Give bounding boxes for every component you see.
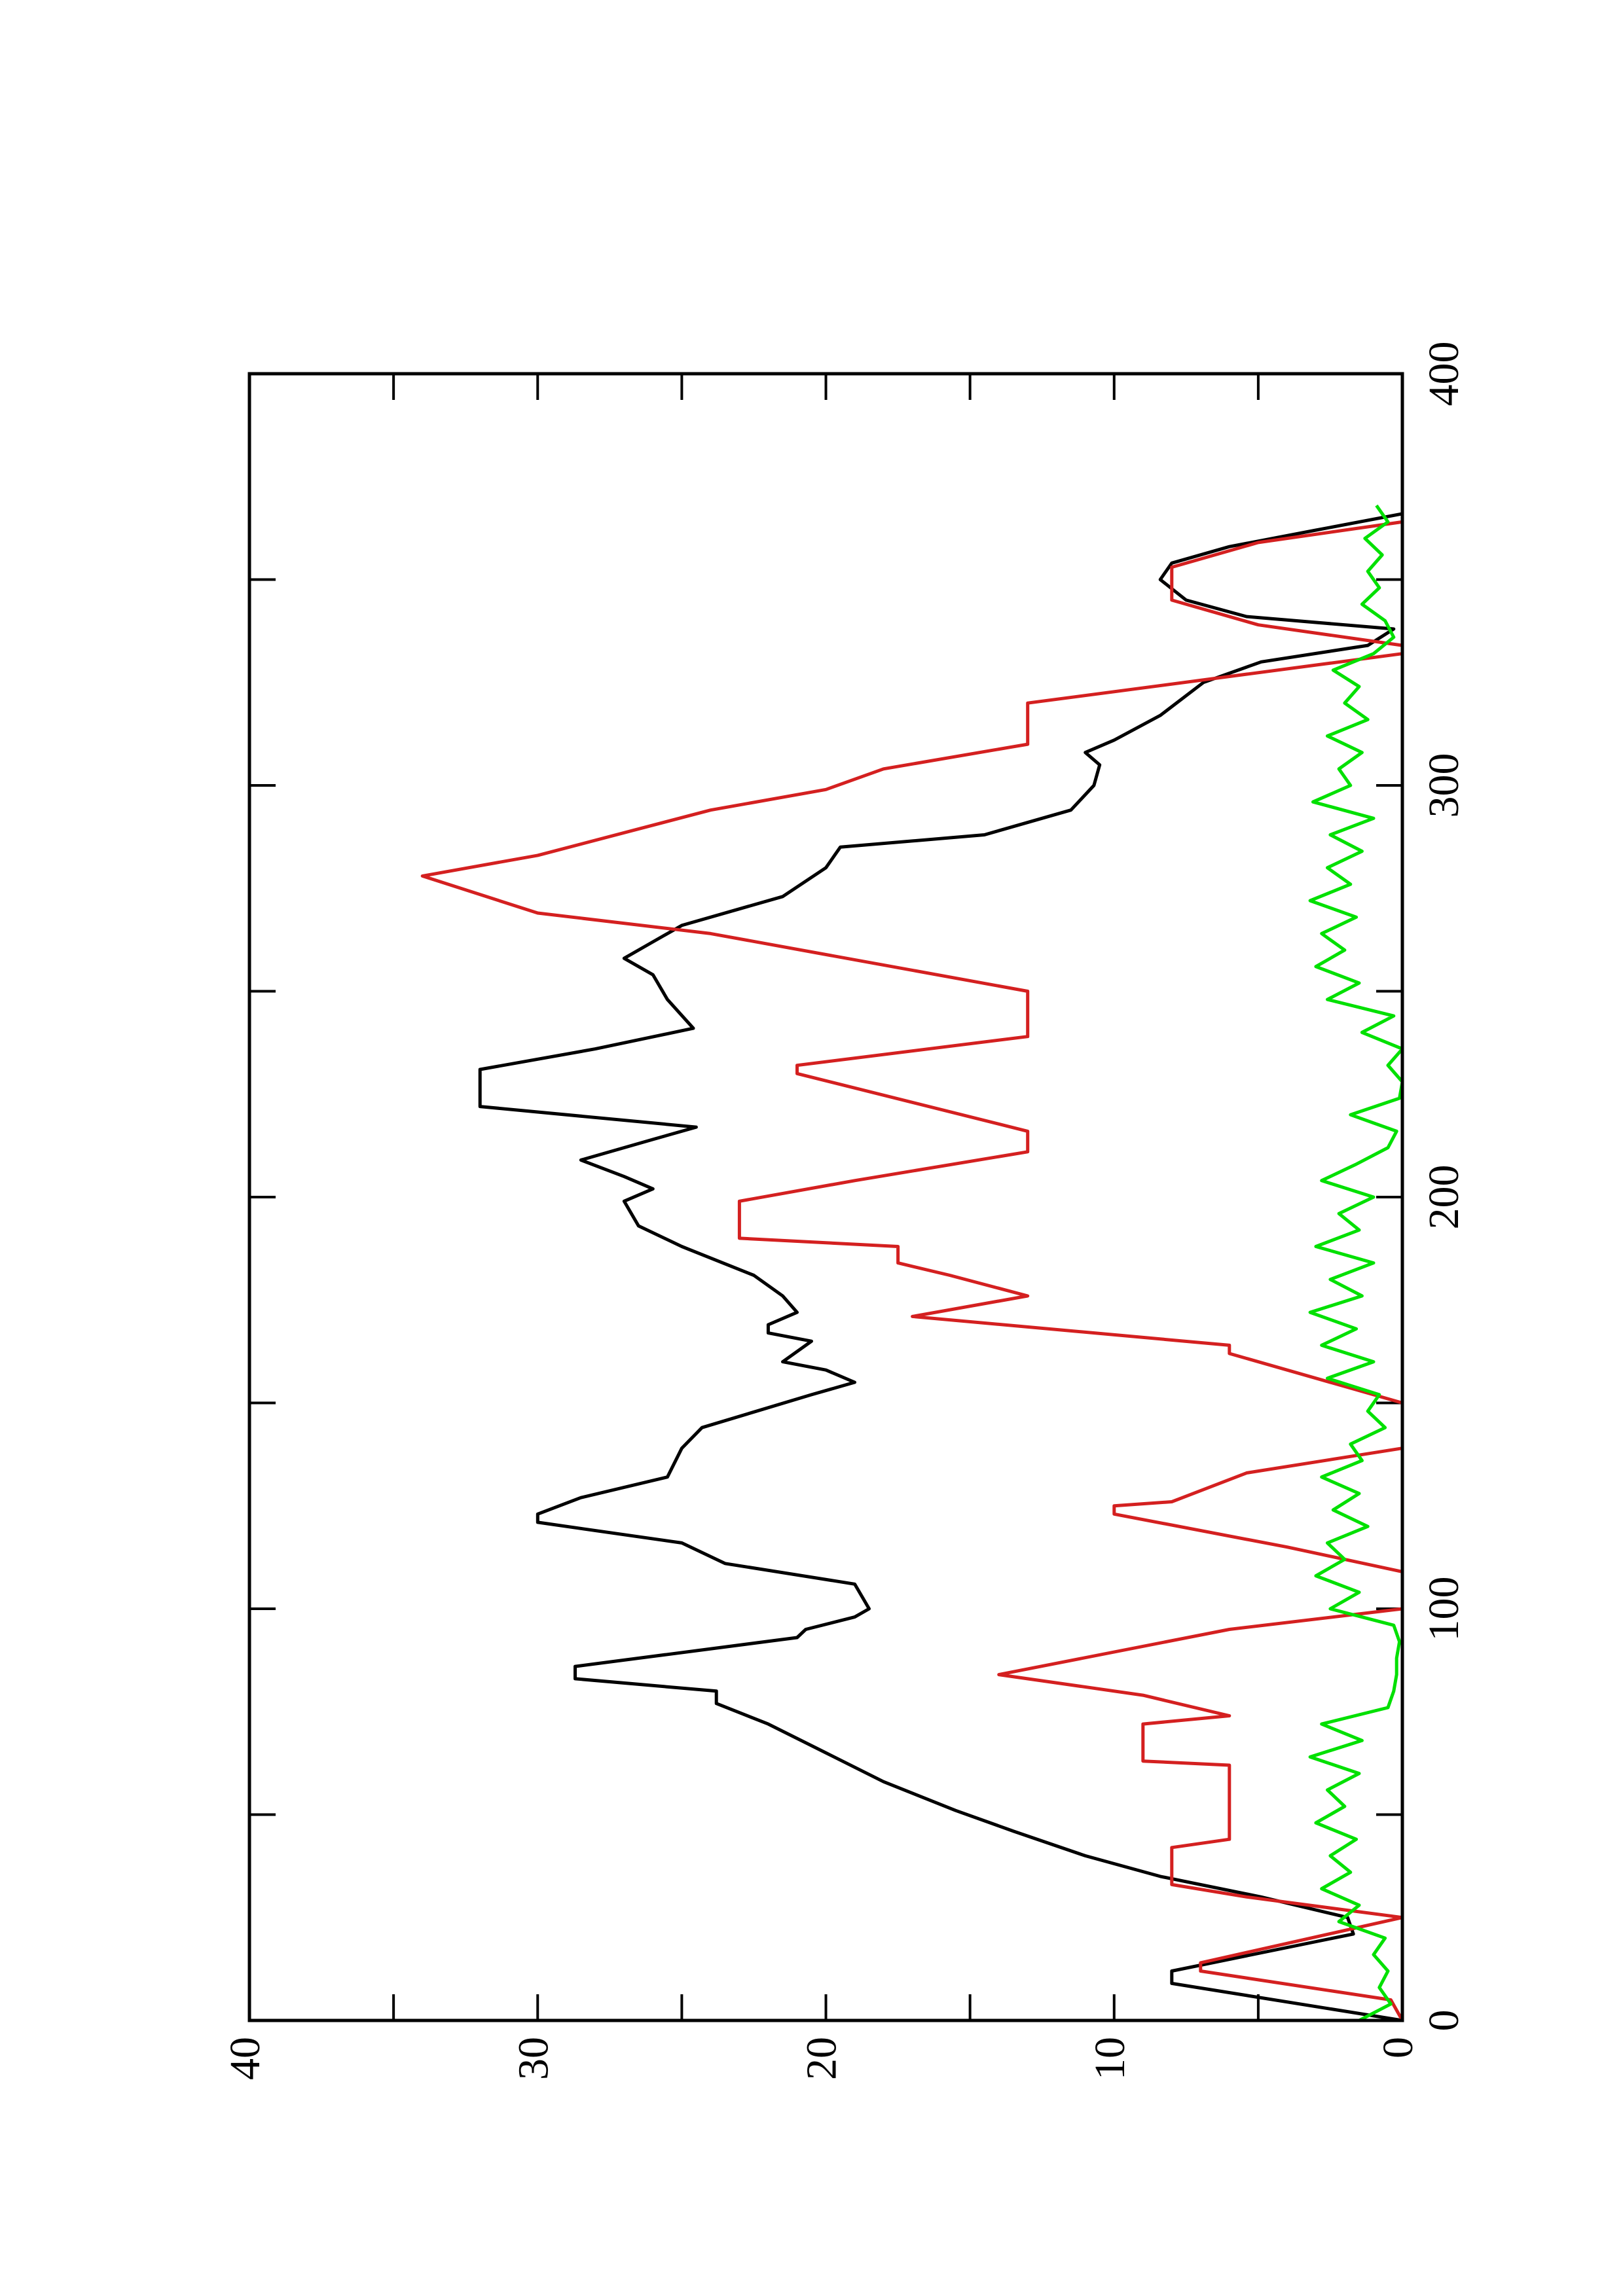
rotated-chart: 0 100 200 300 400 0 10 20 30 40: [221, 342, 1468, 2081]
y-tick-label: 40: [221, 2037, 269, 2080]
series-line: [1308, 504, 1404, 2022]
x-tick-label: 300: [1420, 753, 1468, 818]
plot-frame: [247, 372, 1404, 2022]
y-tick-label: 10: [1086, 2037, 1134, 2080]
y-tick-label: 30: [509, 2037, 557, 2080]
y-tick-label: 0: [1374, 2037, 1422, 2058]
series-line: [420, 520, 1404, 2022]
x-tick-label: 400: [1420, 342, 1468, 406]
x-tick-label: 100: [1420, 1577, 1468, 1641]
series-line: [478, 512, 1403, 2022]
x-tick-label: 200: [1420, 1165, 1468, 1230]
y-tick-label: 20: [798, 2037, 846, 2080]
x-tick-label: 0: [1420, 2010, 1468, 2032]
